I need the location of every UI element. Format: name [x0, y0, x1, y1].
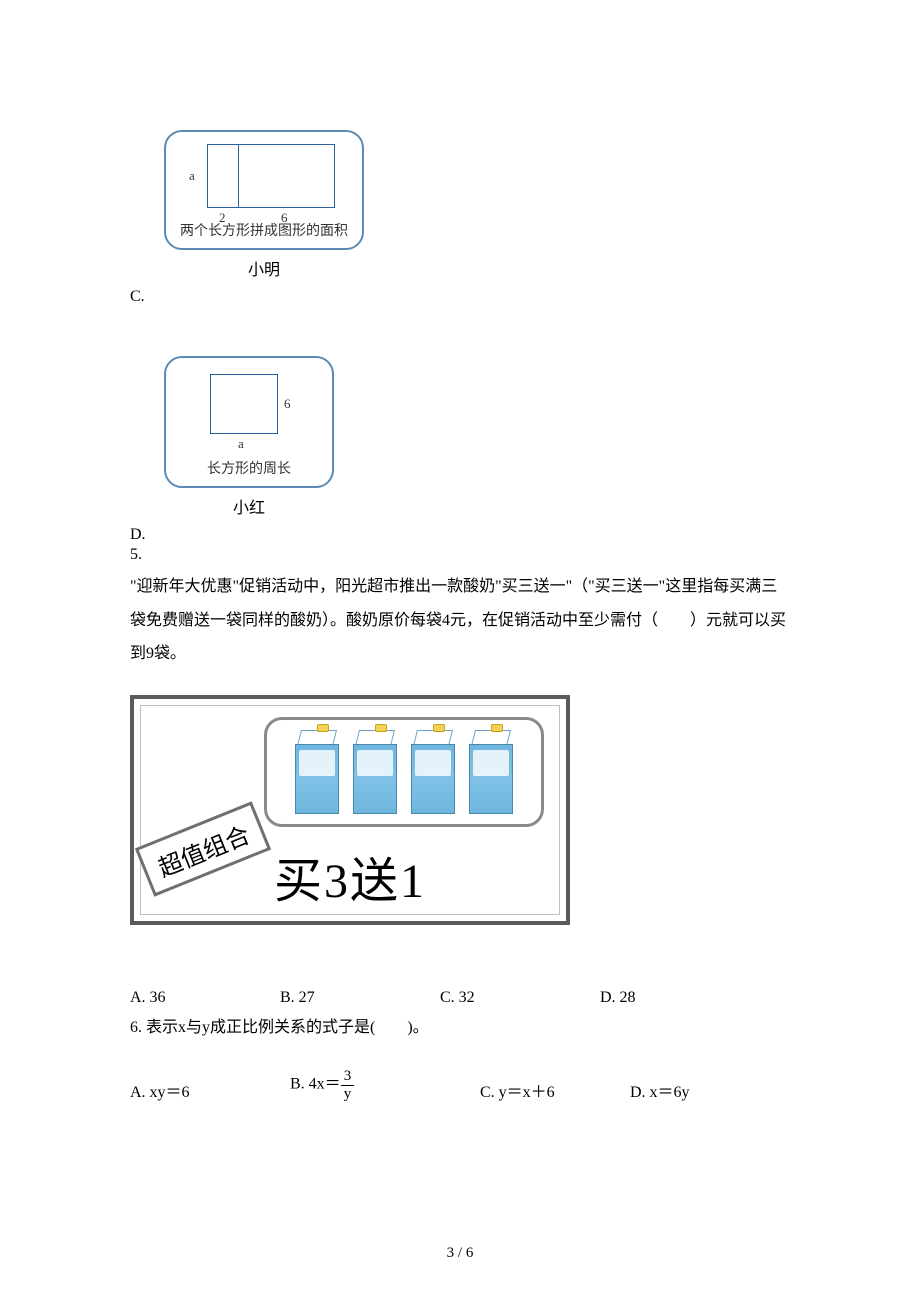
option-d-letter: D. — [130, 526, 790, 544]
q6-text: 6. 表示x与y成正比例关系的式子是( )。 — [130, 1011, 790, 1045]
q5-option-c: C. 32 — [440, 989, 600, 1007]
diagram-c: a 2 6 — [185, 144, 343, 216]
promo-illustration: 超值组合 买3送1 — [130, 695, 570, 925]
diagram-c-rect-right — [239, 144, 335, 208]
fraction-num: 3 — [341, 1068, 355, 1086]
option-d-block: 6 a 长方形的周长 小红 — [164, 356, 790, 518]
q6-option-b: B. 4x＝3y — [290, 1068, 480, 1102]
milk-carton — [295, 730, 339, 814]
diagram-c-label-a: a — [189, 168, 195, 184]
diagram-c-card: a 2 6 两个长方形拼成图形的面积 — [164, 130, 364, 250]
q6-option-b-prefix: B. 4x＝ — [290, 1076, 341, 1093]
q6-options: A. xy＝6 B. 4x＝3y C. y＝x＋6 D. x＝6y — [130, 1068, 790, 1102]
option-c-letter: C. — [130, 288, 790, 306]
diagram-d-label-a: a — [238, 436, 244, 452]
fraction-icon: 3y — [341, 1068, 355, 1102]
option-c-block: a 2 6 两个长方形拼成图形的面积 小明 — [164, 130, 790, 280]
q5-text: "迎新年大优惠"促销活动中，阳光超市推出一款酸奶"买三送一"（"买三送一"这里指… — [130, 570, 790, 671]
promo-big-text: 买3送1 — [274, 841, 426, 911]
page-number: 3 / 6 — [0, 1245, 920, 1262]
q5-options: A. 36 B. 27 C. 32 D. 28 — [130, 989, 790, 1007]
milk-carton — [469, 730, 513, 814]
diagram-d-card: 6 a 长方形的周长 — [164, 356, 334, 488]
q5-option-b: B. 27 — [280, 989, 440, 1007]
diagram-c-rect-left — [207, 144, 239, 208]
q6-option-d: D. x＝6y — [630, 1078, 690, 1102]
fraction-den: y — [341, 1086, 355, 1103]
diagram-d-rect — [210, 374, 278, 434]
milk-tray — [264, 717, 544, 827]
option-c-author: 小明 — [164, 256, 364, 280]
q6-option-a: A. xy＝6 — [130, 1078, 290, 1102]
milk-carton — [411, 730, 455, 814]
diagram-d-caption: 长方形的周长 — [180, 458, 318, 478]
q5-option-d: D. 28 — [600, 989, 636, 1007]
diagram-c-label-6: 6 — [281, 210, 288, 226]
diagram-d-label-6: 6 — [284, 396, 291, 412]
diagram-c-caption: 两个长方形拼成图形的面积 — [180, 220, 348, 240]
milk-carton — [353, 730, 397, 814]
q5-number: 5. — [130, 546, 790, 564]
option-d-author: 小红 — [164, 494, 334, 518]
q6-option-c: C. y＝x＋6 — [480, 1078, 630, 1102]
diagram-c-label-2: 2 — [219, 210, 226, 226]
diagram-d: 6 a — [184, 370, 314, 454]
q5-option-a: A. 36 — [130, 989, 280, 1007]
